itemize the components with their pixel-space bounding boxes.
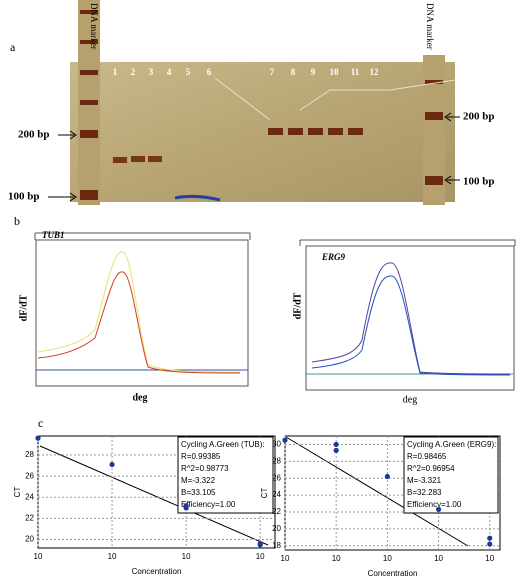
point [35, 435, 41, 441]
panel-label: b [14, 214, 20, 228]
lane-number: 4 [167, 67, 172, 77]
lane-number: 8 [291, 67, 296, 77]
point [487, 535, 493, 541]
point [333, 441, 339, 448]
legend-text: R^2=0.98773 [181, 464, 229, 473]
legend-text: B=32.283 [407, 488, 442, 497]
lane-number: 1 [113, 67, 118, 77]
arrow [444, 175, 460, 185]
x-tick-label: 10 [182, 552, 191, 561]
legend-text: R^2=0.96954 [407, 464, 455, 473]
panel-label: c [38, 416, 43, 430]
point [487, 541, 493, 547]
legend-text: Efficiency=1.00 [407, 500, 462, 509]
y-tick-label: 20 [25, 535, 34, 544]
legend-text: B=33.105 [181, 488, 216, 497]
lane-number: 3 [149, 67, 154, 77]
plot-title: TUB1 [42, 230, 65, 240]
lane-number: 2 [131, 67, 136, 77]
axis-label: deg [403, 394, 417, 405]
axis-label: Concentration [132, 567, 182, 576]
point [183, 505, 189, 511]
legend-text: R=0.99385 [181, 452, 221, 461]
point [257, 542, 263, 548]
axis-label: deg [133, 392, 148, 403]
legend-text: Cycling A.Green (TUB): [181, 440, 265, 449]
lane-number: 9 [311, 67, 316, 77]
melt-plot: TUB1 dF/dT deg [18, 230, 251, 403]
x-tick-label: 10 [256, 552, 265, 561]
x-tick-label: 10 [332, 554, 341, 563]
legend-box [177, 436, 274, 514]
axis-label: CT [260, 488, 269, 499]
lane-number: 10 [330, 67, 340, 77]
lane-number: 12 [370, 67, 380, 77]
smear [174, 194, 221, 202]
lane-number: 5 [186, 67, 191, 77]
y-tick-label: 22 [272, 507, 281, 516]
gel [70, 62, 455, 202]
y-tick-label: 28 [272, 456, 281, 465]
marker-label: DNA marker [425, 3, 435, 50]
arrow [48, 192, 77, 202]
panel-label: a [10, 40, 16, 54]
band-label: 100 bp [463, 176, 495, 188]
point [109, 461, 115, 468]
point [333, 447, 339, 453]
crack [214, 77, 456, 121]
y-tick-label: 18 [272, 541, 281, 550]
x-tick-label: 10 [383, 554, 392, 563]
axis-label: CT [13, 487, 22, 498]
legend-text: Efficiency=1.00 [181, 500, 236, 509]
legend-box [403, 436, 499, 514]
lane-number: 7 [270, 67, 275, 77]
bands [80, 10, 443, 200]
marker-label: DNA marker [89, 3, 99, 50]
x-tick-label: 10 [34, 552, 43, 561]
axis-label: dF/dT [18, 294, 29, 321]
band-label: 100 bp [8, 191, 40, 203]
fit-line [285, 436, 469, 547]
legend-text: Cycling A.Green (ERG9): [407, 440, 496, 449]
y-tick-label: 22 [25, 514, 34, 523]
point [384, 473, 390, 480]
y-tick-label: 20 [272, 524, 281, 533]
x-tick-label: 10 [485, 554, 494, 563]
y-tick-label: 24 [272, 490, 281, 499]
plot-title: ERG9 [321, 252, 346, 262]
band-label: 200 bp [18, 129, 50, 141]
y-tick-label: 28 [25, 450, 34, 459]
fit-line [39, 445, 269, 546]
axis-label: Concentration [368, 569, 418, 578]
lane-number: 11 [351, 67, 360, 77]
arrow [58, 130, 77, 140]
y-tick-label: 26 [25, 471, 34, 480]
point [435, 506, 442, 513]
legend-text: M=-3.322 [181, 476, 216, 485]
melt-plot: ERG9 dF/dT deg [292, 239, 516, 405]
x-tick-label: 10 [281, 554, 290, 563]
marker-lane [423, 55, 445, 205]
band-label: 200 bp [463, 111, 495, 123]
lane-number: 6 [207, 67, 212, 77]
y-tick-label: 26 [272, 473, 281, 482]
axis-label: dF/dT [292, 292, 303, 319]
y-tick-label: 30 [272, 440, 281, 449]
point [282, 437, 288, 443]
arrow [444, 112, 460, 122]
legend-text: M=-3.321 [407, 476, 442, 485]
legend-text: R=0.98465 [407, 452, 447, 461]
y-tick-label: 24 [25, 492, 34, 501]
x-tick-label: 10 [434, 554, 443, 563]
x-tick-label: 10 [108, 552, 117, 561]
